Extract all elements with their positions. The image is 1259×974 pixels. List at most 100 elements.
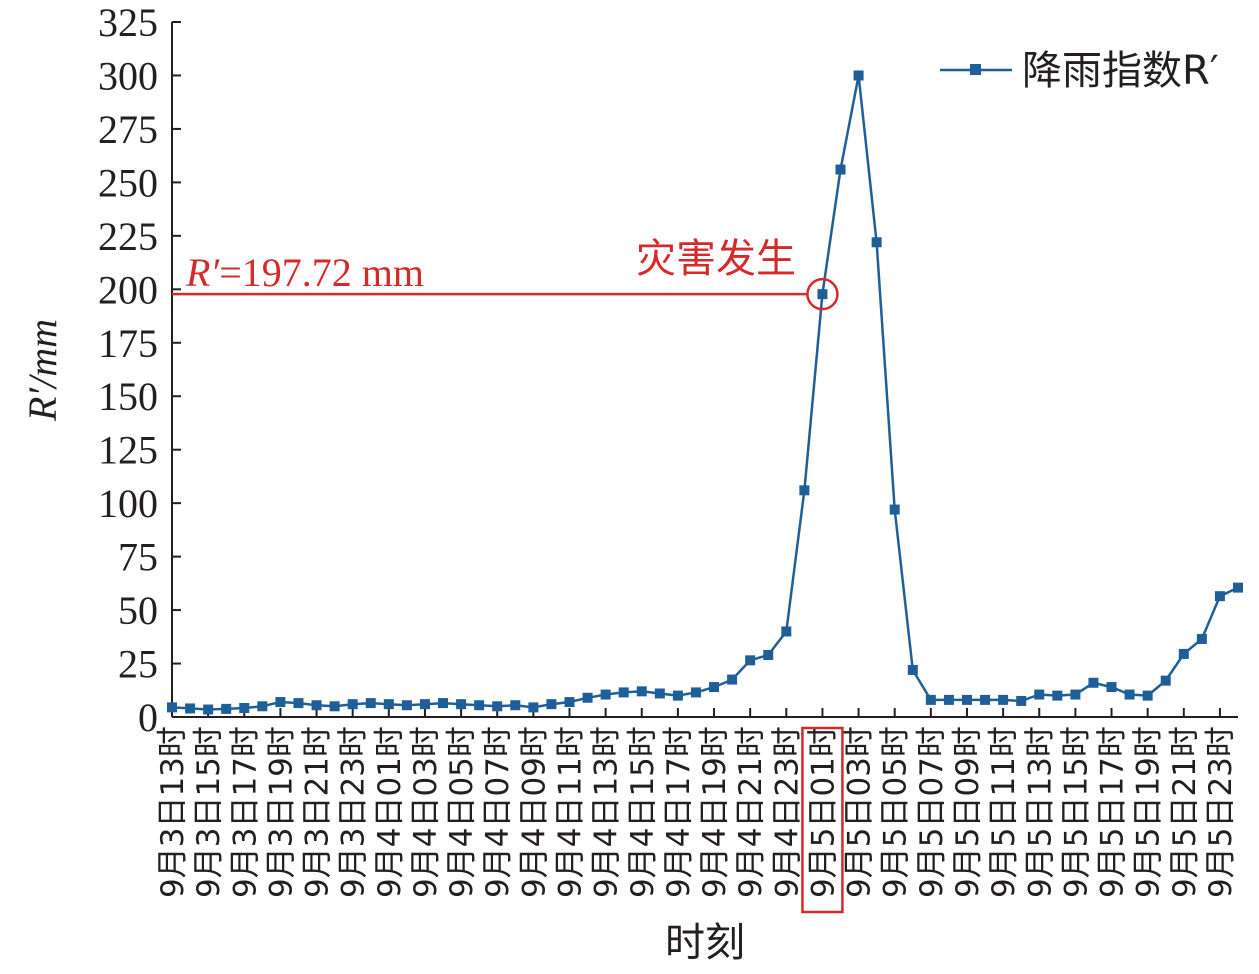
y-tick-label: 275 — [98, 107, 158, 152]
data-point — [763, 649, 774, 660]
data-point — [781, 626, 792, 637]
data-point — [1052, 690, 1063, 701]
y-axis-tick-labels: 0 25 50 75 100 125 150 175 200 225 250 275 300 325 — [98, 0, 158, 740]
x-tick-label: 9月3日17时 — [227, 726, 263, 898]
data-point — [239, 703, 250, 714]
data-point — [275, 697, 286, 708]
x-tick-label: 9月4日05时 — [444, 726, 480, 898]
data-point — [654, 688, 665, 699]
data-point — [998, 694, 1009, 705]
data-point — [889, 504, 900, 515]
data-point — [1070, 689, 1081, 700]
legend-marker — [970, 64, 981, 75]
x-tick-label: 9月4日11时 — [552, 726, 588, 898]
x-tick-label: 9月5日07时 — [914, 726, 950, 898]
data-point — [672, 690, 683, 701]
x-tick-label: 9月4日15时 — [625, 726, 661, 898]
y-axis-title: R′/mm — [20, 319, 65, 422]
data-point — [167, 702, 177, 713]
data-point — [528, 702, 539, 713]
data-point — [1124, 689, 1135, 700]
x-tick-label: 9月5日13时 — [1022, 726, 1058, 898]
x-tick-label: 9月4日01时 — [372, 726, 408, 898]
threshold-label-value: =197.72 mm — [219, 250, 424, 295]
data-point — [510, 700, 521, 711]
x-tick-label: 9月5日05时 — [878, 726, 914, 898]
data-point — [980, 694, 991, 705]
data-point — [1214, 591, 1225, 602]
x-tick-label: 9月5日15时 — [1058, 726, 1094, 898]
y-axis-ticks — [172, 21, 181, 718]
data-point — [799, 485, 810, 496]
x-tick-label: 9月4日17时 — [661, 726, 697, 898]
x-tick-label: 9月3日19时 — [263, 726, 299, 898]
data-point — [564, 697, 575, 708]
series-line — [171, 75, 1239, 711]
y-tick-label: 300 — [98, 53, 158, 98]
data-point — [419, 699, 430, 710]
data-point — [1034, 689, 1045, 700]
data-point — [203, 704, 214, 715]
x-tick-label: 9月5日19时 — [1131, 726, 1167, 898]
x-tick-label: 9月5日17时 — [1095, 726, 1131, 898]
data-point — [907, 664, 918, 675]
x-tick-label: 9月3日23时 — [336, 726, 372, 898]
data-point — [474, 700, 485, 711]
x-tick-label: 9月4日19时 — [697, 726, 733, 898]
x-tick-label: 9月3日15时 — [191, 726, 227, 898]
data-point — [943, 694, 954, 705]
data-point — [1160, 675, 1171, 686]
x-tick-label: 9月4日21时 — [733, 726, 769, 898]
x-tick-label: 9月5日23时 — [1203, 726, 1239, 898]
threshold-label-symbol: R′ — [185, 250, 220, 295]
y-tick-label: 0 — [138, 695, 158, 740]
x-tick-label: 9月4日07时 — [480, 726, 516, 898]
y-tick-label: 75 — [118, 535, 158, 580]
data-point — [401, 700, 412, 711]
y-tick-label: 325 — [98, 0, 158, 45]
data-point — [709, 682, 720, 693]
series-markers — [167, 70, 1243, 715]
x-tick-label: 9月5日03时 — [842, 726, 878, 898]
y-tick-label: 25 — [118, 642, 158, 687]
data-point — [853, 70, 864, 81]
disaster-event-label: 灾害发生 — [636, 236, 796, 282]
data-point — [1106, 682, 1117, 693]
data-point — [835, 164, 846, 175]
x-tick-label: 9月5日09时 — [950, 726, 986, 898]
data-point — [1178, 648, 1189, 659]
x-tick-label: 9月4日09时 — [516, 726, 552, 898]
data-point — [690, 687, 701, 698]
y-tick-label: 200 — [98, 267, 158, 312]
y-tick-label: 100 — [98, 481, 158, 526]
data-point — [1016, 695, 1027, 706]
x-axis-ticks — [171, 708, 1221, 717]
data-point — [1196, 633, 1207, 644]
data-point — [618, 687, 629, 698]
data-point — [185, 703, 196, 714]
event-tick-highlight-box — [801, 726, 844, 914]
data-point — [438, 698, 449, 709]
data-point — [221, 703, 232, 714]
data-point — [745, 655, 756, 666]
y-tick-label: 150 — [98, 374, 158, 419]
y-tick-label: 125 — [98, 428, 158, 473]
x-tick-label: 9月5日11时 — [986, 726, 1022, 898]
y-tick-label: 250 — [98, 160, 158, 205]
legend: 降雨指数R′ — [940, 48, 1219, 94]
x-tick-label: 9月4日13时 — [589, 726, 625, 898]
y-tick-label: 175 — [98, 321, 158, 366]
data-point — [582, 692, 593, 703]
data-point — [1088, 677, 1099, 688]
data-point — [329, 701, 340, 712]
data-point — [1142, 690, 1153, 701]
x-axis-title: 时刻 — [665, 920, 745, 966]
data-point — [727, 674, 738, 685]
data-point — [311, 700, 322, 711]
data-point — [492, 701, 503, 712]
x-axis-tick-labels: 9月3日13时 9月3日15时 9月3日17时 9月3日19时 9月3日21时 9月3日2… — [155, 726, 1239, 898]
x-tick-label: 9月3日13时 — [155, 726, 191, 898]
legend-label: 降雨指数R′ — [1022, 48, 1219, 94]
data-point — [817, 289, 828, 300]
